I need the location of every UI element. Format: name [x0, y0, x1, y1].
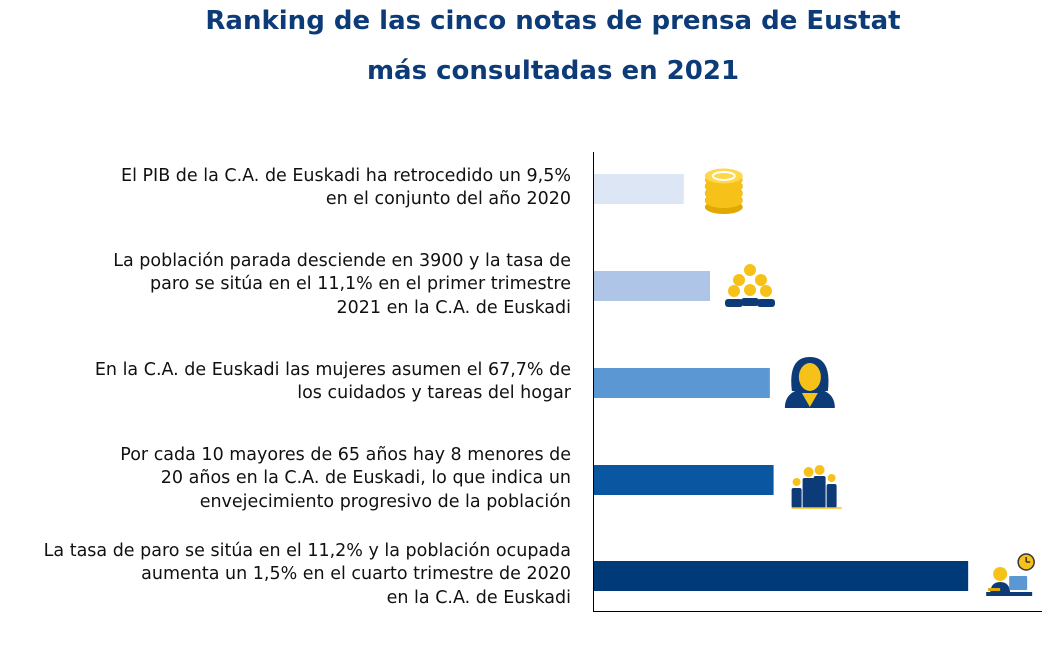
category-label-line: en el conjunto del año 2020 [325, 189, 571, 209]
bar-2 [594, 271, 710, 301]
family-icon [791, 465, 842, 509]
category-label: Por cada 10 mayores de 65 años hay 8 men… [0, 444, 571, 515]
category-label-line: La población parada desciende en 3900 y … [113, 250, 571, 271]
worker-clock-icon [986, 553, 1035, 596]
bar-3 [594, 368, 770, 398]
people-group-icon [724, 264, 775, 307]
category-label-line: en la C.A. de Euskadi [386, 587, 571, 608]
category-label-line: El PIB de la C.A. de Euskadi ha retroced… [121, 165, 571, 186]
category-label: La población parada desciende en 3900 y … [0, 250, 571, 321]
category-label-line: 20 años en la C.A. de Euskadi, lo que in… [160, 468, 571, 489]
category-label-line: Por cada 10 mayores de 65 años hay 8 men… [120, 444, 571, 465]
bars-group [594, 174, 969, 591]
bar-5 [594, 561, 969, 591]
category-label-line: paro se sitúa en el 11,1% en el primer t… [150, 274, 571, 295]
chart-title-line-1: Ranking de las cinco notas de prensa de … [205, 6, 901, 36]
category-label-line: aumenta un 1,5% en el cuarto trimestre d… [141, 564, 571, 585]
category-label-line: los cuidados y tareas del hogar [297, 383, 571, 403]
icons-group [704, 168, 1035, 596]
category-label-line: La tasa de paro se sitúa en el 11,2% y l… [43, 540, 571, 561]
category-label: El PIB de la C.A. de Euskadi ha retroced… [0, 165, 571, 212]
chart-title-line-2: más consultadas en 2021 [366, 56, 740, 86]
coins-icon [704, 168, 743, 214]
category-label-line: envejecimiento progresivo de la població… [199, 491, 571, 512]
woman-icon [784, 357, 835, 408]
category-label: En la C.A. de Euskadi las mujeres asumen… [0, 359, 571, 406]
category-label: La tasa de paro se sitúa en el 11,2% y l… [0, 540, 571, 611]
bar-4 [594, 465, 774, 495]
category-label-line: En la C.A. de Euskadi las mujeres asumen… [94, 359, 571, 380]
category-label-line: 2021 en la C.A. de Euskadi [336, 297, 571, 318]
bar-1 [594, 174, 684, 204]
